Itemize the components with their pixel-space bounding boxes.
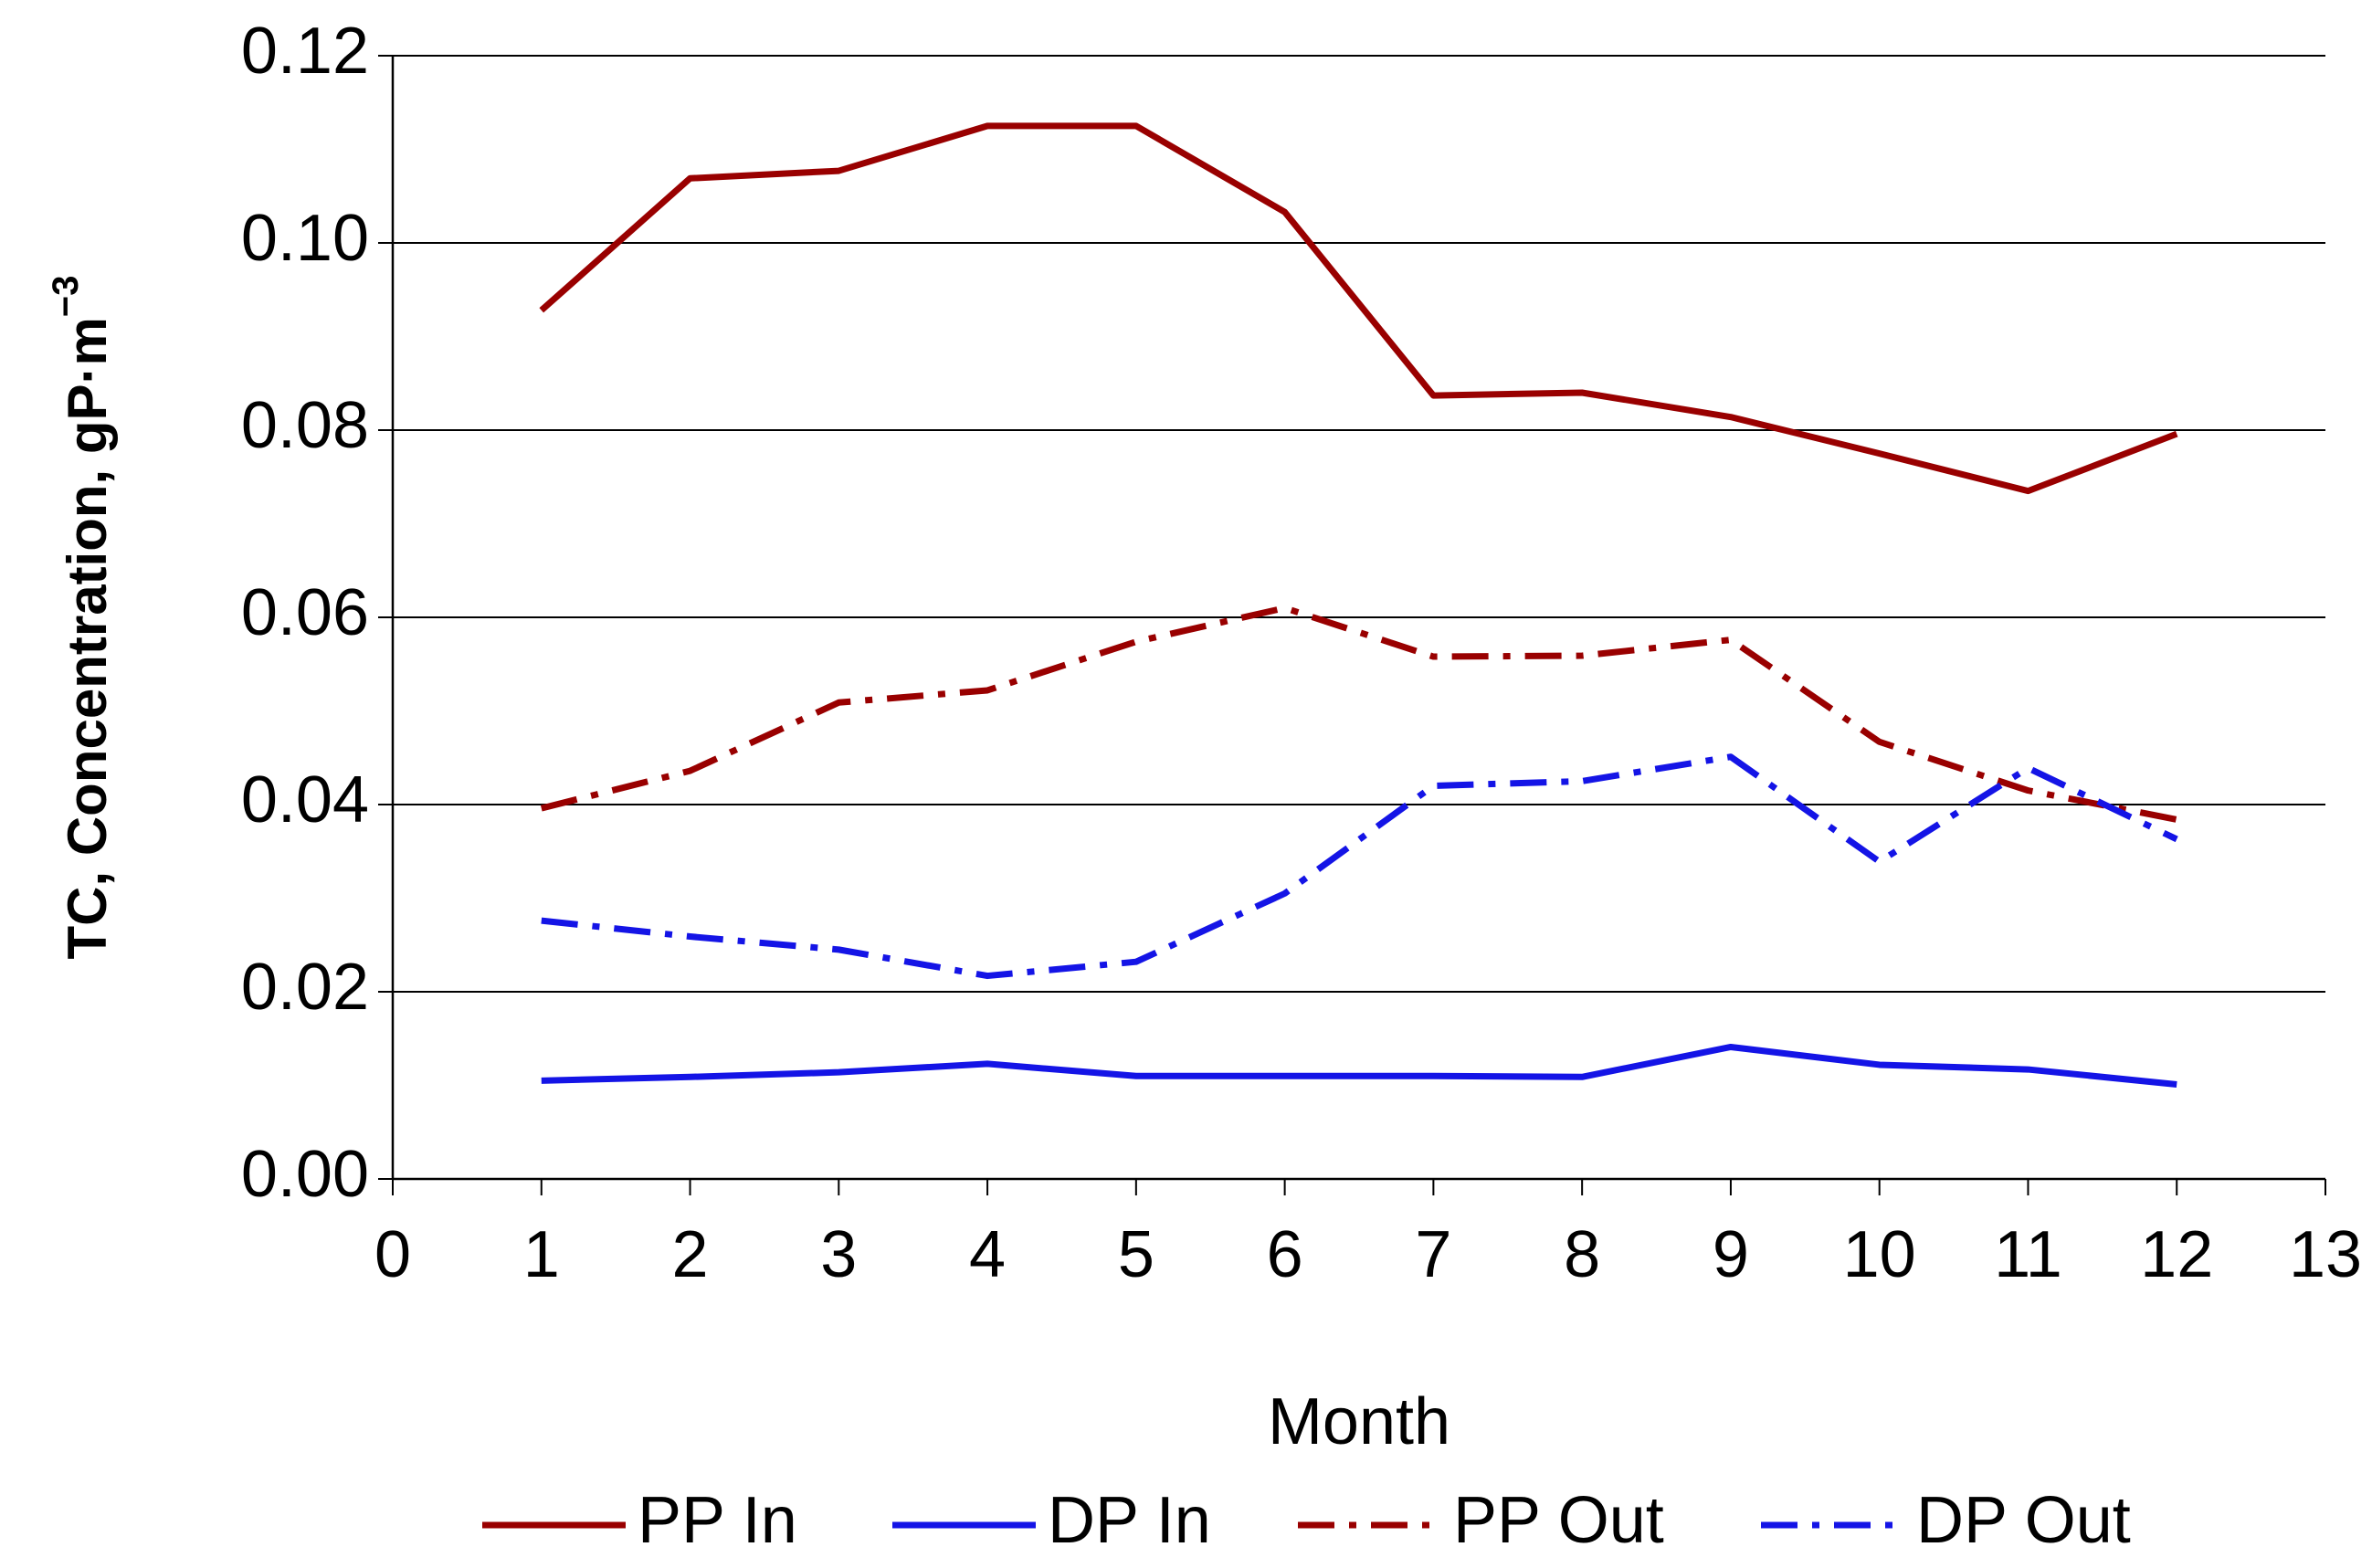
x-tick-label: 6 xyxy=(1267,1218,1303,1291)
y-tick-label: 0.02 xyxy=(241,951,369,1024)
y-tick-label: 0.12 xyxy=(241,15,369,88)
x-tick-label: 1 xyxy=(523,1218,560,1291)
y-tick-label: 0.08 xyxy=(241,389,369,462)
x-tick-label: 11 xyxy=(1994,1218,2062,1291)
y-axis-title: TC, Concentration, gP·m−3 xyxy=(46,276,118,960)
x-tick-label: 7 xyxy=(1415,1218,1451,1291)
series-line xyxy=(541,753,2178,980)
legend-label: DP In xyxy=(1048,1484,1211,1557)
x-tick-label: 12 xyxy=(2140,1218,2213,1291)
x-tick-label: 10 xyxy=(1843,1218,1916,1291)
x-tick-label: 8 xyxy=(1564,1218,1600,1291)
x-tick-label: 0 xyxy=(374,1218,411,1291)
y-axis-title-main: TC, Concentration, gP·m xyxy=(57,317,118,959)
y-tick-label: 0.00 xyxy=(241,1138,369,1211)
series-line xyxy=(540,605,2177,823)
x-tick-label: 2 xyxy=(672,1218,709,1291)
y-tick-label: 0.04 xyxy=(241,763,369,837)
x-tick-label: 3 xyxy=(820,1218,857,1291)
series-line xyxy=(541,1043,2177,1088)
y-tick-label: 0.06 xyxy=(241,576,369,649)
y-tick-label: 0.10 xyxy=(241,202,369,275)
x-tick-label: 13 xyxy=(2289,1218,2362,1291)
legend-label: DP Out xyxy=(1916,1484,2131,1557)
x-axis-title: Month xyxy=(1268,1385,1450,1458)
x-tick-label: 4 xyxy=(969,1218,1006,1291)
x-tick-label: 5 xyxy=(1118,1218,1154,1291)
legend-label: PP Out xyxy=(1453,1484,1664,1557)
series-line xyxy=(539,122,2178,495)
y-axis-title-superscript: −3 xyxy=(46,276,86,318)
legend-label: PP In xyxy=(638,1484,797,1557)
x-tick-label: 9 xyxy=(1713,1218,1749,1291)
